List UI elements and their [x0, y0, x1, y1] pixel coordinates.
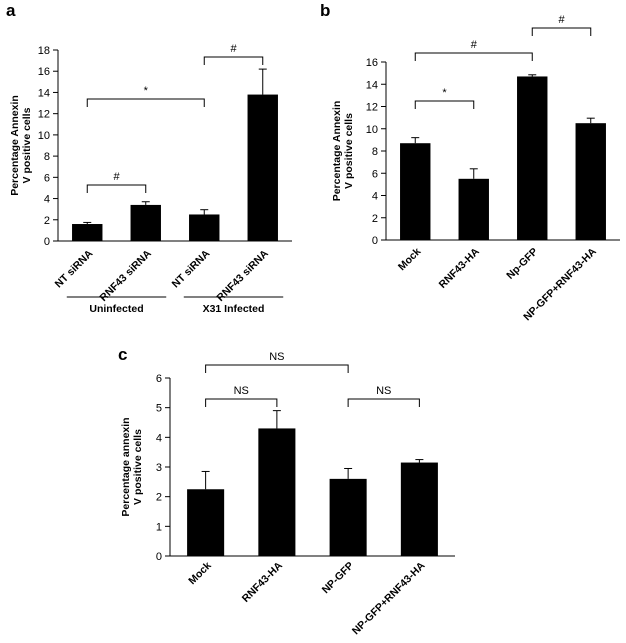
y-axis-label-line: V positive cells	[132, 429, 144, 505]
y-axis-label-line: Percentage Annexin	[331, 101, 343, 202]
bar	[187, 489, 225, 556]
panel-label: a	[6, 1, 16, 20]
x-tick-label: Np-GFP	[504, 246, 540, 282]
significance-bracket	[205, 398, 278, 407]
y-axis-label: Percentage AnnexinV positive cells	[9, 95, 33, 196]
x-tick-label: Mock	[186, 560, 214, 588]
y-tick-label: 10	[38, 130, 50, 142]
group-label: Uninfected	[89, 303, 143, 315]
significance-bracket	[86, 184, 147, 193]
bar	[72, 224, 103, 241]
group-label: X31 Infected	[203, 303, 265, 315]
y-tick-label: 14	[38, 87, 50, 99]
significance-bracket	[531, 27, 592, 36]
significance-bracket	[203, 56, 264, 65]
significance-bracket	[347, 398, 420, 407]
y-tick-label: 12	[366, 102, 378, 114]
panel-b-chart: b 0 2 4 6 8 10 12 14 16 Percentage AnnexinV positi…	[320, 1, 620, 323]
panel-a-chart: a 0 2 4 6 8 10 12 14 16 18 Percentage AnnexinV posi…	[6, 1, 292, 315]
y-tick-label: 18	[38, 45, 50, 57]
panel-label: b	[320, 1, 330, 20]
y-axis-label: Percentage AnnexinV positive cells	[331, 101, 355, 202]
significance-label: #	[230, 43, 237, 55]
x-tick-label: RNF43-HA	[240, 559, 285, 604]
significance-label: *	[442, 87, 447, 99]
significance-label: *	[144, 85, 149, 97]
bar	[400, 462, 438, 556]
y-tick-label: 6	[156, 373, 162, 385]
significance-bracket	[414, 100, 475, 109]
y-tick-label: 1	[156, 521, 162, 533]
y-axis-label-line: V positive cells	[343, 113, 355, 189]
y-tick-label: 0	[372, 235, 378, 247]
x-tick-label: NT siRNA	[53, 247, 96, 290]
significance-bracket	[86, 98, 205, 107]
bar	[400, 143, 431, 240]
y-tick-label: 4	[156, 432, 162, 444]
bar	[130, 204, 161, 241]
significance-label: #	[558, 14, 565, 26]
x-tick-label: NT siRNA	[170, 247, 213, 290]
y-axis-label-line: Percentage Annexin	[9, 95, 21, 196]
x-tick-label: RNF43 siRNA	[215, 247, 272, 304]
y-axis-label-line: Percentage annexin	[120, 417, 132, 516]
bar	[258, 428, 296, 556]
y-tick-label: 2	[156, 492, 162, 504]
y-axis-label-line: V positive cells	[21, 107, 33, 183]
y-tick-label: 2	[44, 215, 50, 227]
y-tick-label: 6	[44, 172, 50, 184]
significance-label: #	[471, 39, 478, 51]
y-tick-label: 0	[44, 236, 50, 248]
y-tick-label: 2	[372, 213, 378, 225]
bar	[517, 76, 548, 241]
bar	[189, 214, 220, 241]
significance-label: #	[113, 171, 120, 183]
significance-label: NS	[376, 385, 391, 397]
y-tick-label: 10	[366, 124, 378, 136]
x-tick-label: RNF43 siRNA	[98, 247, 155, 304]
y-axis-label: Percentage annexinV positive cells	[120, 417, 144, 516]
significance-bracket	[205, 364, 349, 373]
y-tick-label: 16	[38, 66, 50, 78]
significance-label: NS	[234, 385, 249, 397]
y-tick-label: 14	[366, 79, 378, 91]
bar	[575, 123, 606, 240]
bar	[329, 478, 367, 556]
x-tick-label: Mock	[396, 246, 424, 274]
y-tick-label: 4	[44, 194, 50, 206]
x-tick-label: NP-GFP+RNF43-HA	[350, 559, 428, 637]
bar	[247, 94, 278, 241]
y-tick-label: 3	[156, 462, 162, 474]
y-tick-label: 16	[366, 57, 378, 69]
panel-c-chart: c 0 1 2 3 4 5 6 Percentage annexinV positive cel…	[118, 345, 455, 637]
y-tick-label: 0	[156, 551, 162, 563]
bar	[458, 178, 489, 240]
y-tick-label: 12	[38, 109, 50, 121]
y-tick-label: 8	[44, 151, 50, 163]
y-tick-label: 8	[372, 146, 378, 158]
y-tick-label: 6	[372, 168, 378, 180]
x-tick-label: RNF43-HA	[437, 245, 482, 290]
y-tick-label: 4	[372, 191, 378, 203]
panel-label: c	[118, 345, 127, 364]
significance-label: NS	[269, 351, 284, 363]
x-tick-label: NP-GFP	[320, 560, 357, 597]
y-tick-label: 5	[156, 403, 162, 415]
significance-bracket	[414, 52, 533, 61]
